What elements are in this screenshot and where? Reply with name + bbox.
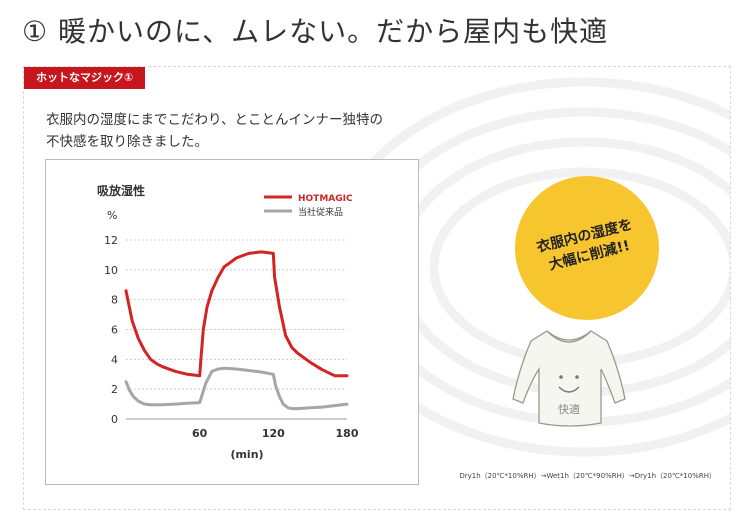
content-panel: ホットなマジック① 衣服内の湿度にまでこだわり、とことんインナー独特の 不快感を… (23, 66, 731, 510)
page-title: ① 暖かいのに、ムレない。だから屋内も快適 (22, 15, 609, 48)
humidity-chart: 吸放湿性 % (min) 0 2 4 6 8 10 12 60 120 180 HOTMAGIC 当… (45, 159, 419, 485)
legend: HOTMAGIC 当社従来品 (264, 194, 353, 218)
tick-labels: 0 2 4 6 8 10 12 60 120 180 (104, 234, 359, 440)
grid-lines (126, 239, 347, 420)
y-tick-label: 4 (111, 353, 118, 366)
y-tick-label: 2 (111, 383, 118, 396)
x-tick-label: 180 (336, 427, 359, 440)
y-tick-label: 8 (111, 294, 118, 307)
shirt-label: 快適 (558, 402, 580, 416)
y-axis-unit: % (107, 209, 117, 222)
shirt-illustration: 快適 (512, 330, 626, 427)
intro-line-1: 衣服内の湿度にまでこだわり、とことんインナー独特の (46, 112, 383, 128)
callout-text: 衣服内の湿度を 大幅に削減!! (512, 209, 661, 283)
x-axis-label: (min) (230, 448, 263, 461)
intro-text: 衣服内の湿度にまでこだわり、とことんインナー独特の 不快感を取り除きました。 (46, 109, 466, 153)
legend-label: HOTMAGIC (298, 194, 353, 204)
section-badge: ホットなマジック① (24, 67, 146, 89)
x-tick-label: 120 (262, 427, 285, 440)
intro-line-2: 不快感を取り除きました。 (46, 134, 208, 150)
y-tick-label: 12 (104, 234, 118, 247)
x-tick-label: 60 (192, 427, 208, 440)
series-line-hotmagic (124, 250, 349, 378)
chart-svg: 吸放湿性 % (min) 0 2 4 6 8 10 12 60 120 180 HOTMAGIC 当… (97, 183, 359, 461)
y-tick-label: 6 (111, 324, 118, 337)
legend-label: 当社従来品 (298, 206, 343, 218)
test-condition-footnote: Dry1h（20℃*10%RH）→Wet1h（20℃*90%RH）→Dry1h（… (459, 472, 716, 480)
y-tick-label: 10 (104, 264, 118, 277)
series-lines (124, 250, 349, 411)
series-line-conventional (124, 366, 349, 411)
y-tick-label: 0 (111, 413, 118, 426)
callout-circle: 衣服内の湿度を 大幅に削減!! (515, 176, 659, 320)
chart-title: 吸放湿性 (97, 183, 145, 198)
